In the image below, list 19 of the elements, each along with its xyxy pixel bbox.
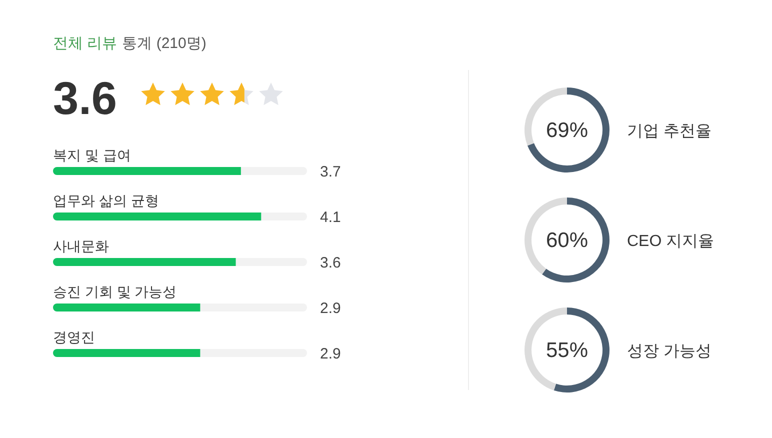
value-label: 60%: [546, 229, 588, 252]
category-label: 사내문화: [53, 238, 109, 254]
value-label: 55%: [546, 339, 588, 362]
title: CEO 지지율: [627, 233, 714, 250]
category-label: 승진 기회 및 가능성: [53, 284, 177, 300]
value-label: 2.9: [320, 300, 341, 317]
value-label: 4.1: [320, 209, 341, 226]
value-label: 2.9: [320, 346, 341, 362]
value-label: 69%: [546, 119, 588, 142]
title: 전체 리뷰: [53, 35, 118, 52]
subtitle: 통계 (210명): [122, 35, 206, 52]
value-label: 3.6: [53, 72, 117, 124]
category-label: 복지 및 급여: [53, 147, 131, 163]
category-label: 업무와 삶의 균형: [53, 192, 159, 208]
value-label: 3.6: [320, 254, 341, 272]
title: 성장 가능성: [627, 343, 712, 360]
value-label: 3.7: [320, 164, 341, 180]
title: 기업 추천율: [627, 123, 712, 140]
category-label: 경영진: [53, 329, 95, 345]
